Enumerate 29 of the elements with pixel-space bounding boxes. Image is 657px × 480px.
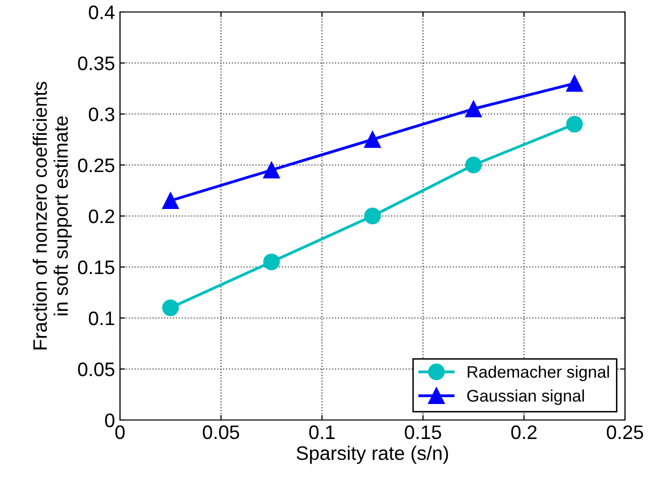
point — [162, 192, 179, 210]
x-tick-label: 0.1 — [309, 425, 335, 440]
y-tick-label: 0 — [105, 413, 114, 428]
x-tick-label: 0.25 — [606, 425, 644, 440]
y-tick-label: 0.1 — [88, 311, 114, 326]
point — [162, 299, 179, 316]
x-tick-label: 0.2 — [511, 425, 537, 440]
y-tick-label: 0.25 — [78, 158, 114, 172]
point — [566, 75, 583, 92]
legend-label: Gaussian signal — [467, 389, 584, 405]
legend-label: Rademacher signal — [468, 366, 609, 382]
point — [566, 116, 583, 133]
point — [263, 254, 280, 270]
y-tick-label: 0.05 — [78, 362, 114, 376]
y-tick-label: 0.35 — [78, 56, 114, 70]
x-axis-title: Sparsity rate (s/n) — [296, 446, 448, 464]
y-tick-label: 0.3 — [88, 107, 114, 122]
x-tick-label: 0 — [115, 425, 125, 440]
y-tick-label: 0.15 — [78, 260, 114, 274]
point — [364, 131, 381, 148]
y-tick-label: 0.2 — [88, 209, 114, 224]
x-tick-label: 0.15 — [404, 425, 442, 440]
point — [465, 156, 482, 174]
y-tick-label: 0.4 — [88, 5, 115, 20]
point — [465, 100, 482, 118]
point — [364, 208, 381, 224]
x-tick-label: 0.05 — [202, 425, 240, 440]
y-axis-title: Fraction of nonzero coefficients in soft support estimate — [32, 82, 72, 350]
point — [263, 162, 280, 178]
